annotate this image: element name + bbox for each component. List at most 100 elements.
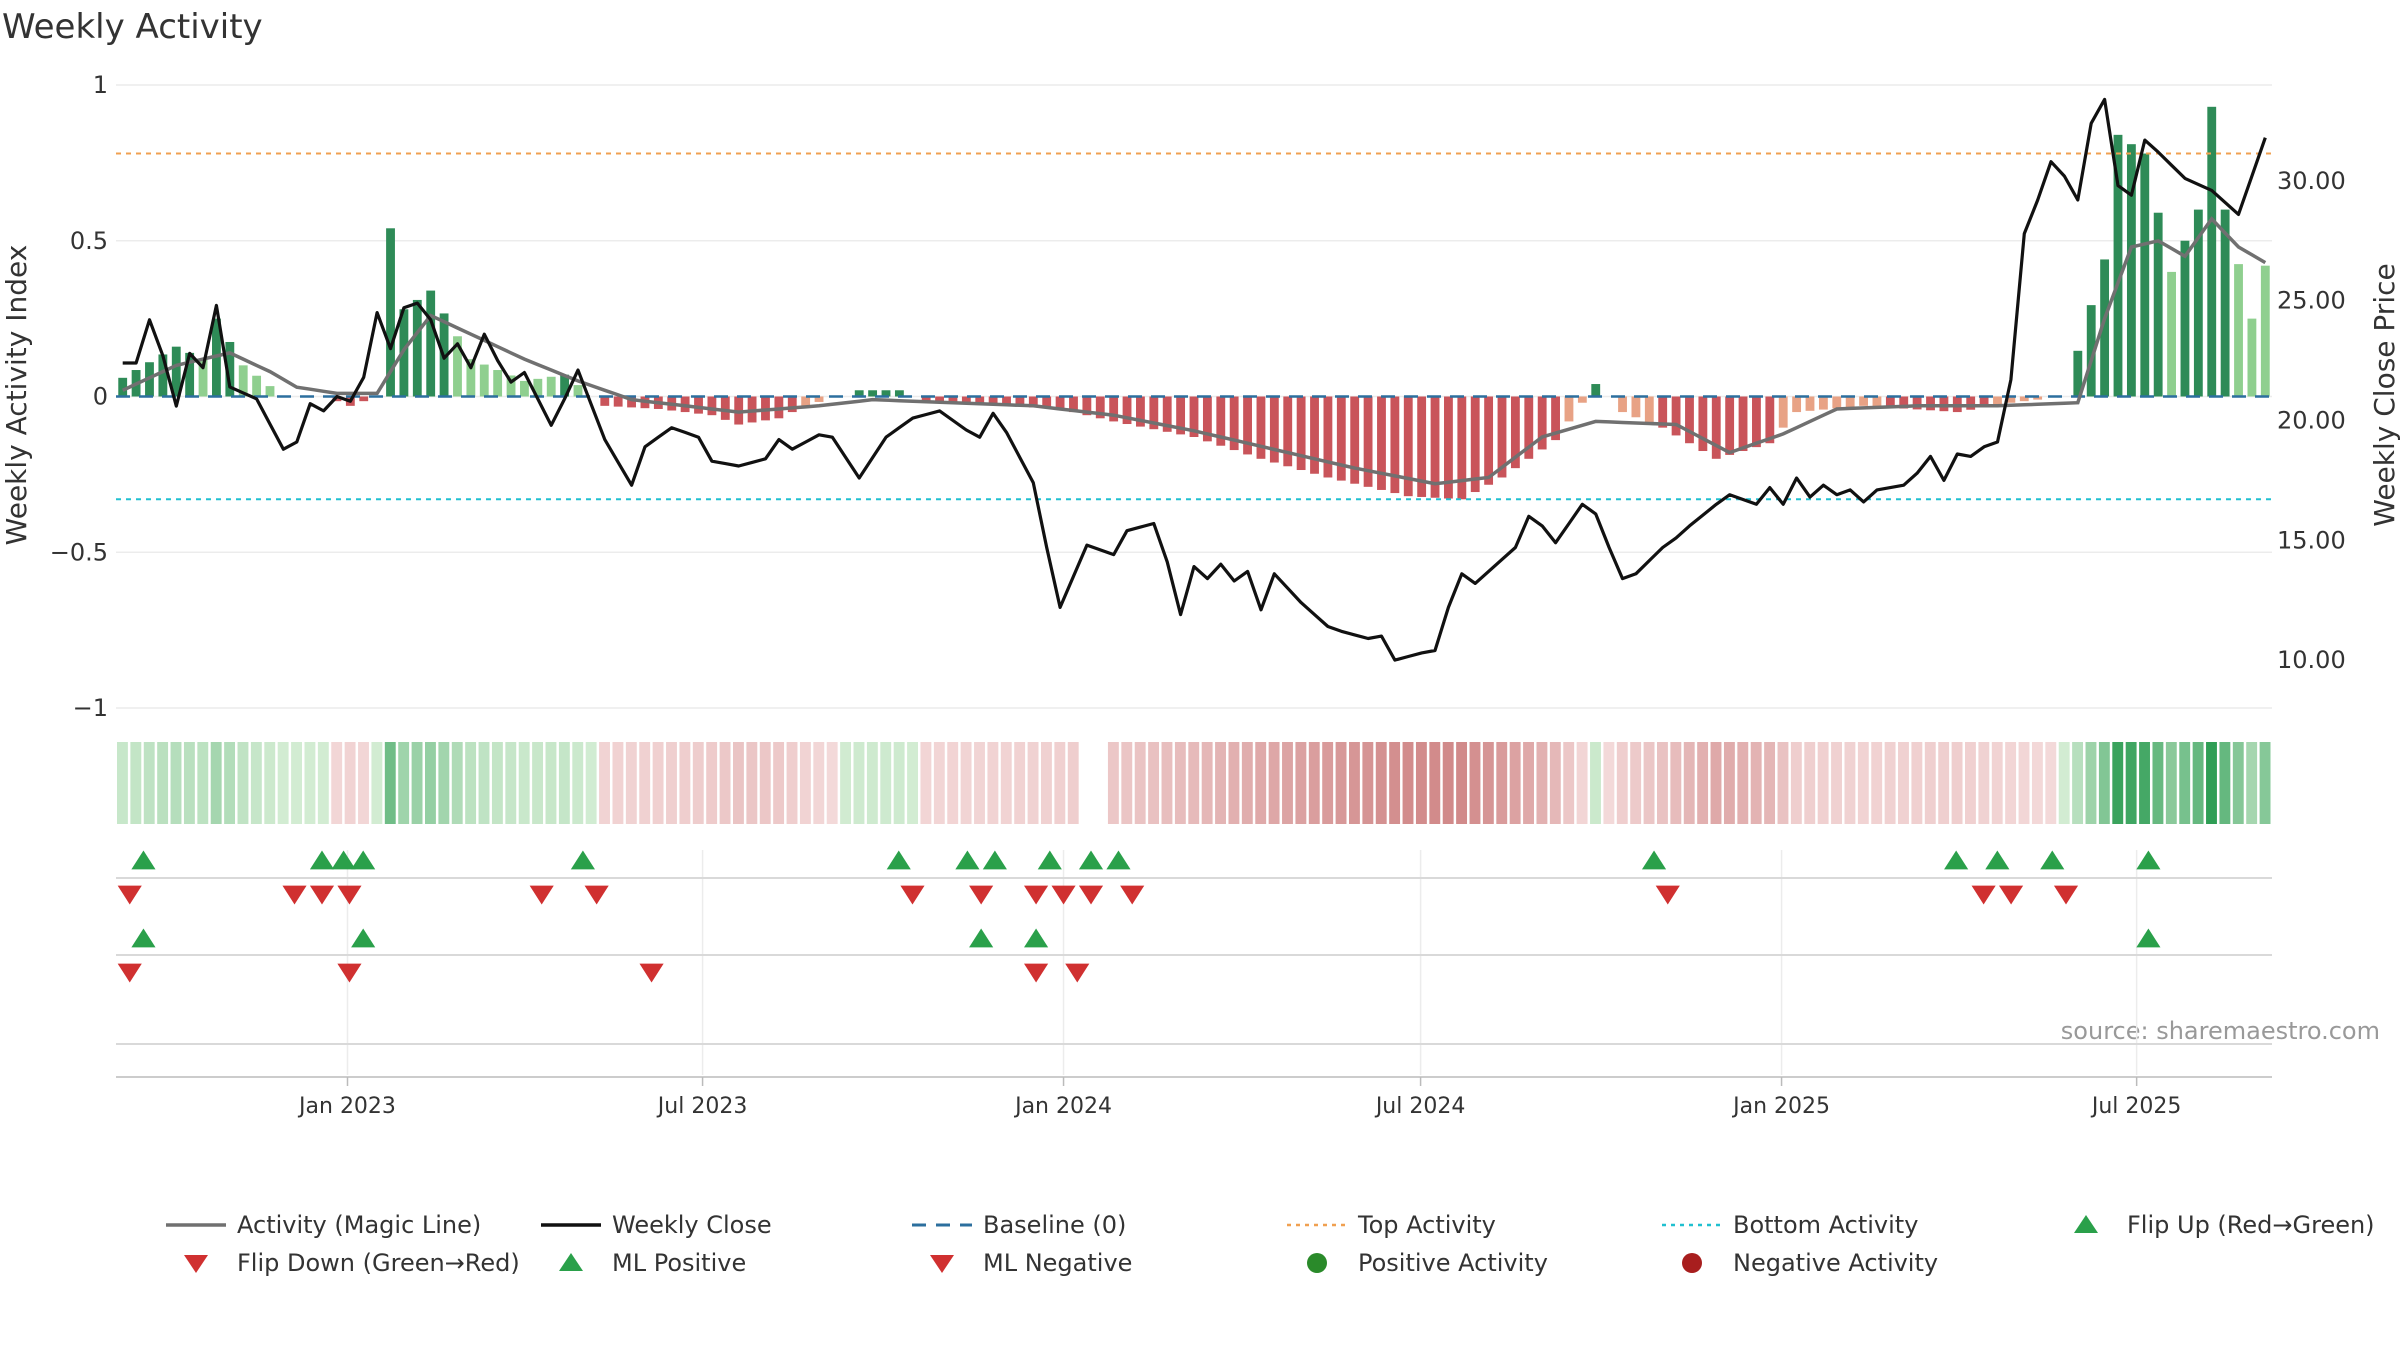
heat-cell bbox=[2045, 742, 2057, 824]
heat-cell bbox=[974, 742, 985, 824]
activity-bar bbox=[854, 390, 864, 397]
heat-cell bbox=[1777, 742, 1789, 824]
legend-label: ML Negative bbox=[983, 1249, 1132, 1277]
legend-label: ML Positive bbox=[612, 1249, 746, 1277]
heat-cell bbox=[759, 742, 771, 824]
heat-cell bbox=[1804, 742, 1816, 824]
heat-cell bbox=[1496, 742, 1508, 824]
heat-cell bbox=[331, 742, 343, 824]
legend-label: Bottom Activity bbox=[1733, 1211, 1918, 1239]
heat-cell bbox=[532, 742, 544, 824]
heat-cell bbox=[1576, 742, 1588, 824]
activity-bar bbox=[1805, 396, 1815, 411]
activity-bar bbox=[2220, 209, 2230, 397]
activity-bar bbox=[613, 396, 623, 407]
activity-bar bbox=[1390, 396, 1400, 494]
heat-cell bbox=[1750, 742, 1762, 824]
left-axis-label: Weekly Activity Index bbox=[0, 245, 33, 546]
heat-cell bbox=[1737, 742, 1749, 824]
heat-cell bbox=[853, 742, 865, 824]
heat-cell bbox=[398, 742, 410, 824]
flip-down-marker bbox=[1971, 885, 1996, 905]
activity-bar bbox=[158, 354, 168, 397]
activity-bar bbox=[2180, 240, 2190, 397]
heat-cell bbox=[1282, 742, 1293, 824]
activity-bar bbox=[171, 346, 181, 397]
heat-cell bbox=[1027, 742, 1039, 824]
heat-cell bbox=[291, 742, 302, 824]
y-tick-left: 0.5 bbox=[70, 227, 108, 255]
heat-cell bbox=[1415, 742, 1427, 824]
activity-bar bbox=[1926, 396, 1935, 411]
activity-bar bbox=[1417, 396, 1427, 497]
activity-bar bbox=[1430, 396, 1440, 498]
activity-bar bbox=[1189, 396, 1199, 437]
heat-cell bbox=[692, 742, 704, 824]
activity-bar bbox=[921, 396, 931, 403]
activity-bar bbox=[1979, 396, 1989, 408]
activity-bar bbox=[466, 359, 476, 397]
activity-bar bbox=[453, 336, 462, 397]
legend-label: Flip Up (Red→Green) bbox=[2127, 1211, 2375, 1239]
heat-cell bbox=[1844, 742, 1856, 824]
activity-bar bbox=[533, 378, 543, 397]
heat-cell bbox=[2246, 742, 2258, 824]
activity-bar bbox=[2006, 396, 2016, 403]
heat-cell bbox=[465, 742, 477, 824]
activity-bar bbox=[2073, 350, 2083, 397]
heat-cell bbox=[451, 742, 463, 824]
legend-swatch bbox=[559, 1253, 583, 1271]
activity-bar bbox=[1403, 396, 1413, 497]
heat-cell bbox=[1215, 742, 1226, 824]
flip-up-marker bbox=[1944, 850, 1969, 870]
legend-label: Negative Activity bbox=[1733, 1249, 1938, 1277]
flip-up-marker bbox=[2040, 850, 2065, 870]
heat-cell bbox=[1201, 742, 1213, 824]
activity-bar bbox=[1752, 396, 1761, 448]
activity-bar bbox=[426, 290, 436, 397]
activity-bar bbox=[1028, 396, 1038, 408]
ml-positive-marker bbox=[2136, 928, 2161, 948]
heat-cell bbox=[933, 742, 945, 824]
activity-bar bbox=[2167, 271, 2176, 397]
activity-bar bbox=[1778, 396, 1788, 428]
heat-cell bbox=[2005, 742, 2017, 824]
activity-bar bbox=[1042, 396, 1052, 409]
y-tick-right: 15.00 bbox=[2277, 526, 2346, 554]
activity-bar bbox=[1444, 396, 1453, 499]
x-tick-label: Jan 2025 bbox=[1731, 1094, 1830, 1119]
heat-cell bbox=[1857, 742, 1869, 824]
heat-cell bbox=[1616, 742, 1628, 824]
reference-lines bbox=[116, 152, 2272, 501]
heat-cell bbox=[1563, 742, 1575, 824]
ml-negative-marker bbox=[1065, 963, 1090, 983]
heat-cell bbox=[1241, 742, 1253, 824]
heat-cell bbox=[1255, 742, 1267, 824]
activity-bar bbox=[975, 396, 985, 405]
heat-cell bbox=[1643, 742, 1655, 824]
source-note: source: sharemaestro.com bbox=[2061, 1017, 2380, 1045]
heat-cell bbox=[237, 742, 249, 824]
heat-cell bbox=[1188, 742, 1200, 824]
activity-bar bbox=[1872, 396, 1882, 407]
heat-cell bbox=[813, 742, 825, 824]
ml-negative-marker bbox=[639, 963, 664, 983]
activity-bar bbox=[1336, 396, 1346, 481]
heat-cell bbox=[746, 742, 758, 824]
heat-cell bbox=[585, 742, 597, 824]
activity-bar bbox=[1323, 396, 1333, 478]
magic-line bbox=[121, 216, 2267, 486]
activity-bar bbox=[1939, 396, 1949, 412]
heat-cell bbox=[1308, 742, 1320, 824]
activity-bar bbox=[1202, 396, 1212, 442]
heat-cell bbox=[1965, 742, 1976, 824]
activity-bar bbox=[2019, 396, 2029, 402]
activity-bar bbox=[493, 370, 503, 397]
activity-bar bbox=[1912, 396, 1922, 410]
heat-cell bbox=[960, 742, 972, 824]
heat-cell bbox=[1683, 742, 1695, 824]
heat-cell bbox=[1630, 742, 1642, 824]
flip-down-marker bbox=[1120, 885, 1145, 905]
activity-bar bbox=[1470, 396, 1480, 493]
heat-cell bbox=[1482, 742, 1494, 824]
